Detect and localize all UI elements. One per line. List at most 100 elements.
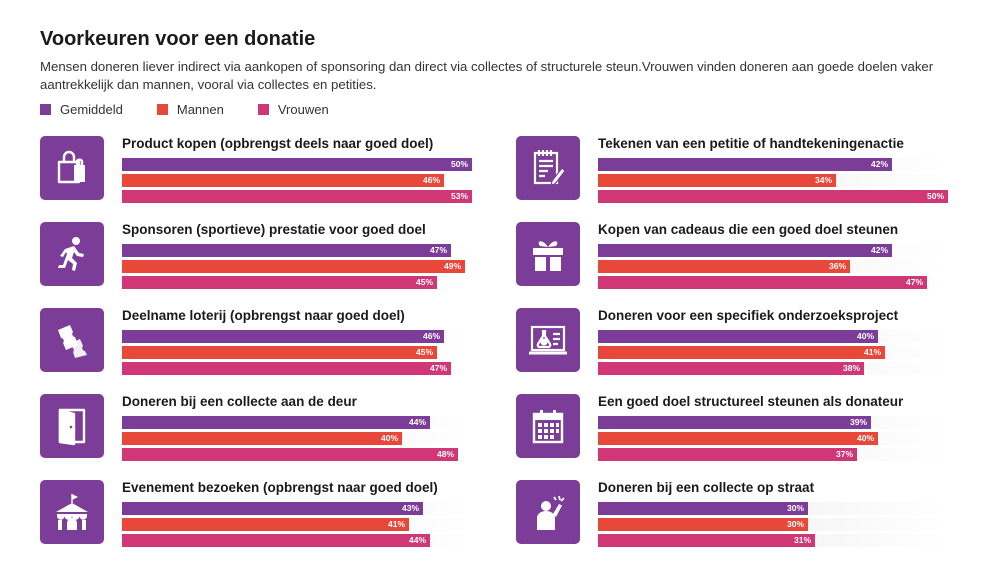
bar-row-gemiddeld: 30%	[598, 502, 948, 515]
data-label: 41%	[863, 347, 881, 357]
bar-row-mannen: 30%	[598, 518, 948, 531]
bar-row-vrouwen: 37%	[598, 448, 948, 461]
category-label: Een goed doel structureel steunen als do…	[598, 394, 904, 409]
bar-row-mannen: 41%	[122, 518, 472, 531]
bar-gemiddeld: 50%	[122, 158, 472, 171]
bar-gemiddeld: 42%	[598, 158, 892, 171]
bar-gemiddeld: 44%	[122, 416, 430, 429]
category-label: Evenement bezoeken (opbrengst naar goed …	[122, 480, 438, 495]
data-label: 30%	[786, 519, 804, 529]
bar-row-vrouwen: 53%	[122, 190, 472, 203]
legend-label-mannen: Mannen	[176, 102, 224, 117]
bar-vrouwen: 47%	[122, 362, 451, 375]
chart-title: Voorkeuren voor een donatie	[40, 28, 316, 50]
bar-row-gemiddeld: 42%	[598, 244, 948, 257]
bar-row-mannen: 45%	[122, 346, 472, 359]
calendar-icon	[516, 394, 580, 458]
bar-row-gemiddeld: 46%	[122, 330, 472, 343]
tickets-icon	[40, 308, 104, 372]
legend-item-mannen: Mannen	[156, 102, 224, 117]
data-label: 50%	[926, 191, 944, 201]
data-label: 40%	[856, 433, 874, 443]
legend-swatch-gemiddeld	[40, 104, 51, 115]
category-label: Deelname loterij (opbrengst naar goed do…	[122, 308, 405, 323]
data-label: 41%	[387, 519, 405, 529]
door-icon	[40, 394, 104, 458]
data-label: 39%	[849, 417, 867, 427]
bar-row-vrouwen: 50%	[598, 190, 948, 203]
data-label: 53%	[450, 191, 468, 201]
bar-gemiddeld: 30%	[598, 502, 808, 515]
bar-row-mannen: 34%	[598, 174, 948, 187]
chart-panel: Evenement bezoeken (opbrengst naar goed …	[40, 480, 480, 560]
chart-panel: Doneren voor een specifiek onderzoekspro…	[516, 308, 956, 388]
data-label: 47%	[429, 363, 447, 373]
category-label: Sponsoren (sportieve) prestatie voor goe…	[122, 222, 426, 237]
bar-vrouwen: 38%	[598, 362, 864, 375]
bar-mannen: 40%	[598, 432, 878, 445]
bar-mannen: 41%	[598, 346, 885, 359]
data-label: 46%	[422, 175, 440, 185]
research-icon	[516, 308, 580, 372]
legend-swatch-vrouwen	[257, 104, 269, 115]
bar-mannen: 34%	[598, 174, 836, 187]
bar-row-mannen: 36%	[598, 260, 948, 273]
bar-vrouwen: 47%	[598, 276, 927, 289]
data-label: 44%	[408, 417, 426, 427]
bar-row-vrouwen: 44%	[122, 534, 472, 547]
bar-mannen: 46%	[122, 174, 444, 187]
bar-mannen: 40%	[122, 432, 402, 445]
chart-panel: Deelname loterij (opbrengst naar goed do…	[40, 308, 480, 388]
bar-row-vrouwen: 38%	[598, 362, 948, 375]
bar-vrouwen: 37%	[598, 448, 857, 461]
bar-gemiddeld: 40%	[598, 330, 878, 343]
petition-icon	[516, 136, 580, 200]
chart-panel: Kopen van cadeaus die een goed doel steu…	[516, 222, 956, 302]
bar-row-gemiddeld: 40%	[598, 330, 948, 343]
data-label: 45%	[415, 277, 433, 287]
bar-mannen: 30%	[598, 518, 808, 531]
bar-row-mannen: 49%	[122, 260, 472, 273]
data-label: 49%	[443, 261, 461, 271]
legend: Gemiddeld Mannen Vrouwen	[40, 102, 329, 117]
bar-vrouwen: 50%	[598, 190, 948, 203]
bar-row-gemiddeld: 42%	[598, 158, 948, 171]
bar-row-gemiddeld: 50%	[122, 158, 472, 171]
bar-row-vrouwen: 47%	[598, 276, 948, 289]
category-label: Tekenen van een petitie of handtekeninge…	[598, 136, 904, 151]
bar-vrouwen: 31%	[598, 534, 815, 547]
chart-panel: Een goed doel structureel steunen als do…	[516, 394, 956, 474]
chart-subtitle: Mensen doneren liever indirect via aanko…	[40, 59, 934, 92]
bar-gemiddeld: 39%	[598, 416, 871, 429]
chart-panel: Product kopen (opbrengst deels naar goed…	[40, 136, 480, 216]
category-label: Kopen van cadeaus die een goed doel steu…	[598, 222, 899, 237]
data-label: 46%	[422, 331, 440, 341]
bar-row-vrouwen: 47%	[122, 362, 472, 375]
chart-panel: Doneren bij een collecte aan de deur 44% 4…	[40, 394, 480, 474]
bar-row-vrouwen: 31%	[598, 534, 948, 547]
bar-row-gemiddeld: 43%	[122, 502, 472, 515]
data-label: 48%	[436, 449, 454, 459]
chart-panel: Sponsoren (sportieve) prestatie voor goe…	[40, 222, 480, 302]
category-label: Product kopen (opbrengst deels naar goed…	[122, 136, 434, 151]
bar-mannen: 49%	[122, 260, 465, 273]
data-label: 42%	[870, 245, 888, 255]
bar-vrouwen: 45%	[122, 276, 437, 289]
bar-row-mannen: 40%	[598, 432, 948, 445]
legend-item-vrouwen: Vrouwen	[257, 102, 329, 117]
bar-row-vrouwen: 45%	[122, 276, 472, 289]
data-label: 47%	[429, 245, 447, 255]
bar-vrouwen: 53%	[122, 190, 472, 203]
data-label: 42%	[870, 159, 888, 169]
data-label: 43%	[401, 503, 419, 513]
data-label: 40%	[380, 433, 398, 443]
bar-mannen: 36%	[598, 260, 850, 273]
category-label: Doneren voor een specifiek onderzoekspro…	[598, 308, 899, 323]
data-label: 44%	[408, 535, 426, 545]
bar-row-mannen: 41%	[598, 346, 948, 359]
category-label: Doneren bij een collecte aan de deur	[122, 394, 357, 409]
bar-row-gemiddeld: 47%	[122, 244, 472, 257]
bar-row-vrouwen: 48%	[122, 448, 472, 461]
bar-vrouwen: 44%	[122, 534, 430, 547]
data-label: 30%	[786, 503, 804, 513]
